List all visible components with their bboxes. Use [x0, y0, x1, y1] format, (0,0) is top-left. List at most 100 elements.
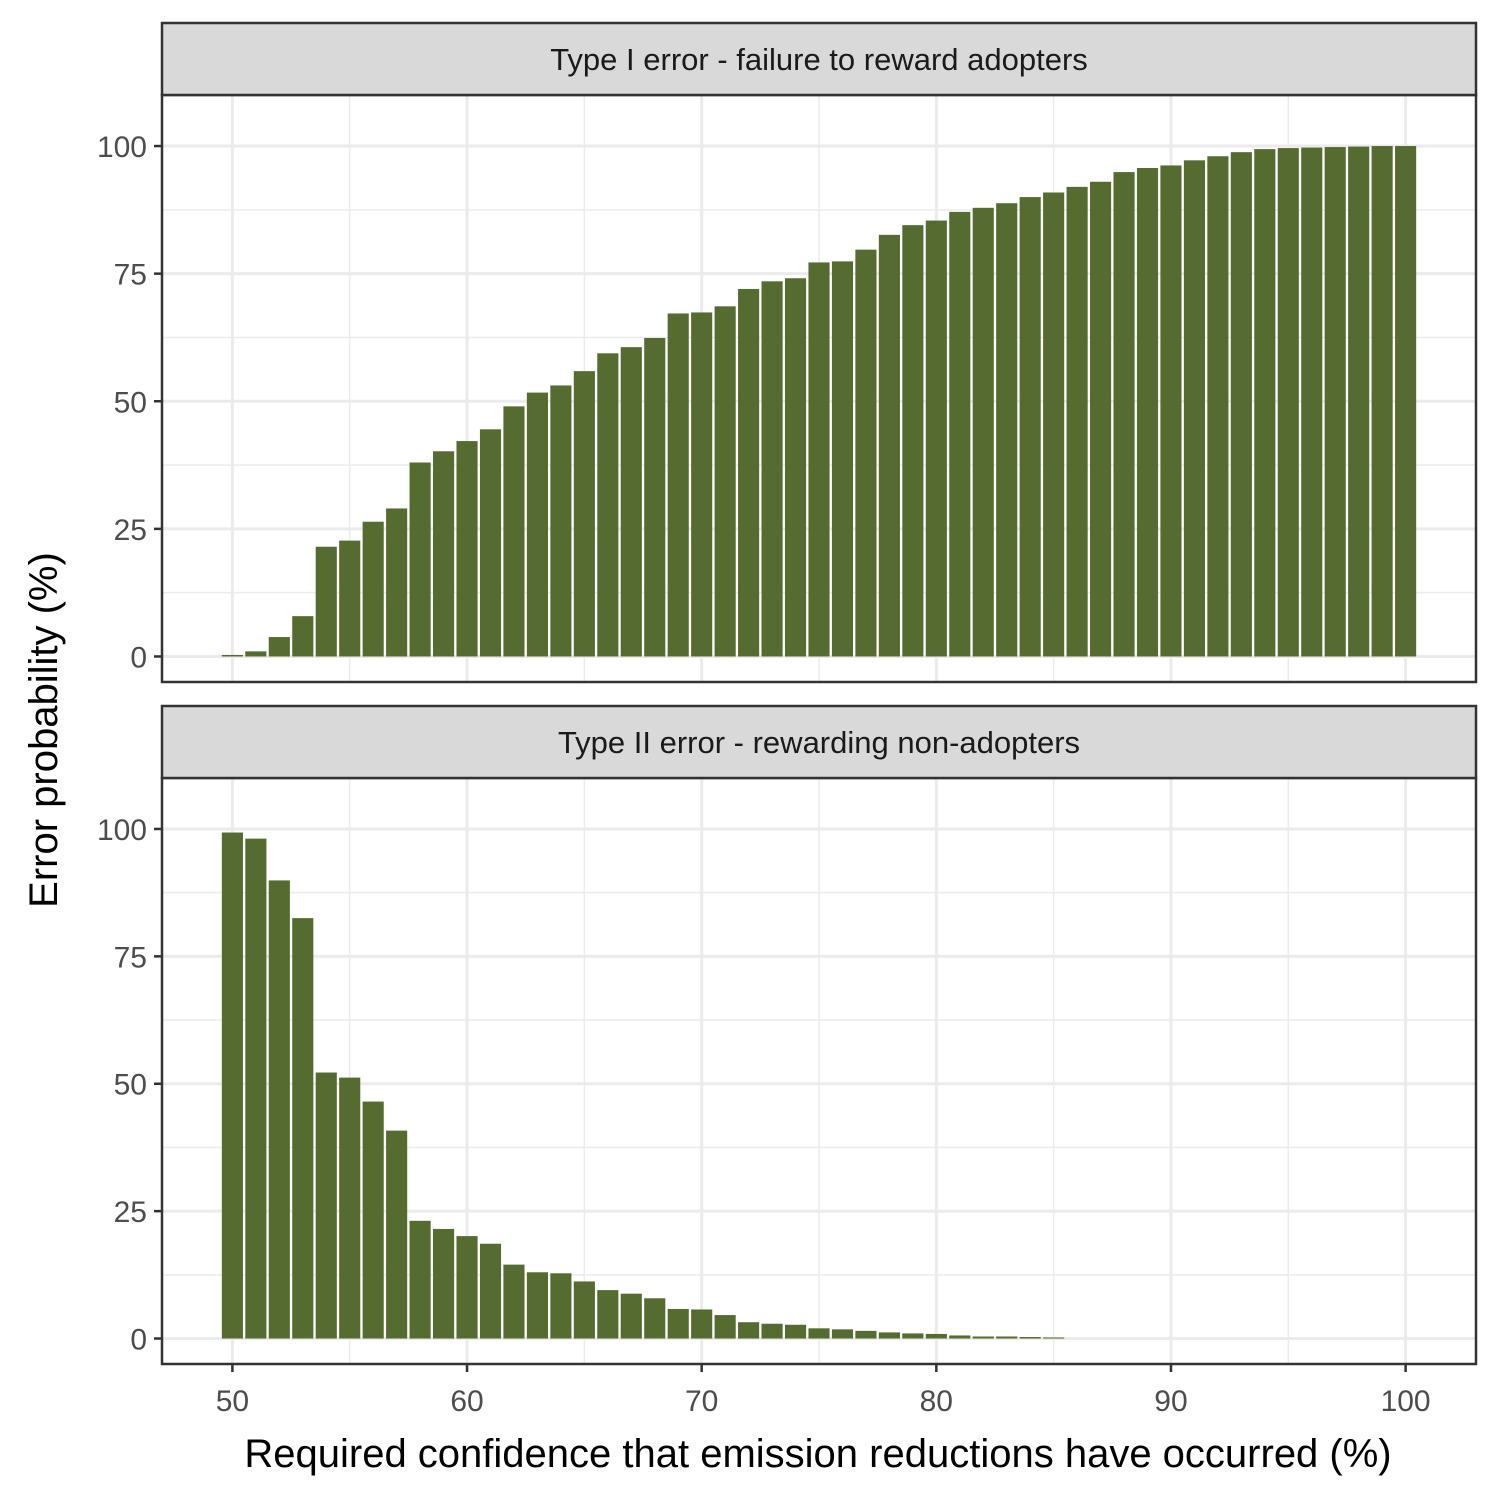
bar	[550, 1273, 572, 1339]
bar	[714, 1315, 736, 1339]
y-tick-label: 25	[114, 1196, 147, 1229]
bar	[855, 249, 877, 657]
bar	[1301, 147, 1323, 657]
bar	[1113, 172, 1135, 657]
bar	[221, 832, 243, 1339]
bar	[949, 1335, 971, 1339]
bar	[362, 1101, 384, 1339]
bar	[550, 385, 572, 657]
bar	[925, 1333, 947, 1339]
bar	[784, 1324, 807, 1339]
bar	[1395, 146, 1417, 657]
bar	[268, 880, 290, 1339]
bar	[972, 1336, 994, 1339]
bar	[315, 1072, 337, 1339]
bar	[292, 918, 314, 1339]
bar	[221, 654, 243, 657]
bar	[1324, 147, 1346, 657]
bar	[996, 203, 1018, 657]
bar	[526, 392, 548, 657]
bar	[902, 1333, 924, 1339]
bar	[831, 261, 854, 657]
bar	[362, 521, 384, 657]
bar	[409, 462, 431, 657]
x-tick-label: 80	[920, 1385, 953, 1418]
y-tick-label: 100	[97, 814, 147, 847]
bar	[855, 1330, 877, 1339]
bar	[245, 651, 267, 657]
facet-strip	[160, 704, 1478, 780]
bar	[902, 225, 924, 657]
x-tick-label: 70	[685, 1385, 718, 1418]
bar	[433, 1228, 455, 1339]
bar	[808, 1328, 830, 1339]
bar	[339, 1077, 361, 1339]
y-tick-label: 75	[114, 259, 147, 292]
bar	[339, 540, 361, 657]
x-tick-label: 90	[1154, 1385, 1187, 1418]
panel-2: Type II error - rewarding non-adopters 0 2…	[97, 704, 1478, 1418]
bar	[433, 451, 455, 657]
bar	[1207, 156, 1229, 657]
bar	[1090, 181, 1112, 657]
bar	[386, 508, 408, 657]
bar	[292, 616, 314, 657]
y-tick-label: 25	[114, 514, 147, 547]
bar	[386, 1130, 408, 1339]
bar	[691, 312, 713, 657]
bar	[644, 1298, 666, 1339]
bar	[1043, 1337, 1065, 1339]
bar	[268, 637, 290, 657]
bar	[503, 1264, 525, 1339]
bar	[1183, 160, 1205, 657]
bar	[620, 1293, 642, 1339]
bar	[878, 234, 900, 657]
bar	[808, 262, 830, 657]
bar	[691, 1309, 713, 1339]
bar	[456, 1236, 478, 1339]
bar	[1230, 152, 1252, 657]
bar	[1066, 186, 1088, 657]
bar	[925, 220, 947, 657]
bar	[644, 337, 666, 657]
bar	[878, 1332, 900, 1339]
bar	[315, 546, 337, 657]
facet-strip-label: Type II error - rewarding non-adopters	[558, 725, 1080, 760]
x-tick-label: 60	[450, 1385, 483, 1418]
bar	[972, 207, 994, 657]
bar	[409, 1220, 431, 1339]
bar	[949, 211, 971, 657]
y-tick-label: 50	[114, 386, 147, 419]
y-axis-title: Error probability (%)	[22, 552, 66, 908]
bar	[1019, 197, 1041, 657]
bar	[996, 1336, 1018, 1339]
bar	[620, 347, 642, 657]
bar	[1136, 167, 1159, 657]
x-axis-title: Required confidence that emission reduct…	[244, 1432, 1391, 1476]
x-tick-label: 100	[1381, 1385, 1431, 1418]
bar	[738, 1322, 760, 1339]
bar	[597, 1290, 619, 1339]
bar	[573, 1281, 595, 1339]
bar	[761, 1323, 783, 1339]
bar	[1043, 192, 1065, 657]
facet-strip	[160, 21, 1478, 97]
bar	[667, 1308, 689, 1339]
bar	[526, 1272, 548, 1339]
bar	[245, 838, 267, 1339]
y-tick-label: 75	[114, 941, 147, 974]
bar	[667, 313, 689, 657]
bar	[456, 441, 478, 657]
bar	[503, 406, 525, 657]
y-tick-label: 0	[130, 641, 147, 674]
bar	[714, 306, 736, 657]
bar	[831, 1329, 854, 1339]
bar	[479, 1243, 502, 1339]
x-tick-label: 50	[216, 1385, 249, 1418]
bar	[784, 278, 807, 657]
facet-strip-label: Type I error - failure to reward adopter…	[550, 42, 1088, 77]
y-tick-label: 100	[97, 131, 147, 164]
bar	[1019, 1336, 1041, 1339]
bar	[1254, 149, 1276, 657]
bar	[1371, 146, 1393, 657]
